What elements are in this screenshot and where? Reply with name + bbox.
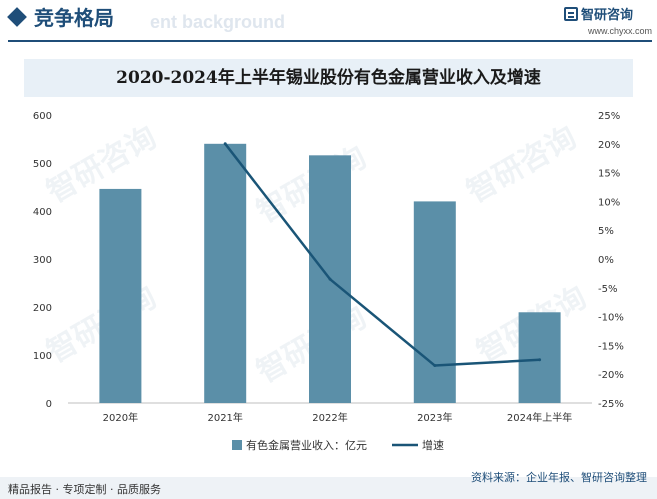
growth-point: [223, 142, 227, 146]
x-tick-label: 2021年: [207, 411, 242, 424]
y-right-tick-label: -10%: [598, 313, 624, 324]
y-right-tick-label: 10%: [598, 197, 620, 208]
y-left-tick-label: 300: [33, 255, 52, 266]
y-left-tick-label: 200: [33, 303, 52, 314]
footer-tagline: 精品报告 · 专项定制 · 品质服务: [8, 483, 161, 496]
chart-title: 2020-2024年上半年锡业股份有色金属营业收入及增速: [116, 68, 541, 88]
y-left-tick-label: 600: [33, 111, 52, 122]
section-title: 竞争格局: [34, 6, 114, 30]
footer-bar: [0, 477, 657, 499]
growth-point: [328, 277, 332, 281]
y-right-tick-label: 20%: [598, 140, 620, 151]
y-left-tick-label: 500: [33, 159, 52, 170]
header-divider: [8, 40, 652, 42]
data-source: 资料来源：企业年报、智研咨询整理: [471, 471, 647, 484]
legend-swatch-bar: [232, 440, 242, 450]
growth-point: [538, 358, 542, 362]
y-left-tick-label: 100: [33, 351, 52, 362]
y-right-tick-label: 0%: [598, 255, 614, 266]
chart-title-band: [24, 59, 633, 97]
brand-logo: 智研咨询: [564, 7, 633, 24]
bar: [99, 188, 142, 403]
y-right-tick-label: 25%: [598, 111, 620, 122]
y-left-tick-label: 400: [33, 207, 52, 218]
logo-url: www.chyxx.com: [588, 26, 653, 36]
y-right-tick-label: -15%: [598, 341, 624, 352]
growth-point: [433, 364, 437, 368]
y-right-tick-label: -20%: [598, 370, 624, 381]
x-tick-label: 2022年: [312, 411, 347, 424]
y-right-tick-label: 15%: [598, 169, 620, 180]
y-right-tick-label: -5%: [598, 284, 617, 295]
legend-label-revenue: 有色金属营业收入：亿元: [246, 438, 367, 452]
y-left-tick-label: 0: [46, 399, 52, 410]
logo-text: 智研咨询: [581, 8, 634, 23]
y-right-tick-label: 5%: [598, 226, 614, 237]
bar: [518, 312, 561, 403]
bar: [413, 201, 456, 403]
x-tick-label: 2023年: [417, 411, 452, 424]
growth-line: [224, 143, 540, 367]
page-header: 竞争格局 ent background 智研咨询 www.chyxx.com: [0, 0, 657, 42]
y-right-tick-label: -25%: [598, 399, 624, 410]
bar: [204, 143, 247, 404]
x-tick-label: 2024年上半年: [507, 411, 572, 424]
ghost-heading: ent background: [150, 12, 286, 32]
x-tick-label: 2020年: [103, 411, 138, 424]
logo-icon: [564, 7, 578, 21]
legend-label-growth: 增速: [422, 438, 444, 452]
